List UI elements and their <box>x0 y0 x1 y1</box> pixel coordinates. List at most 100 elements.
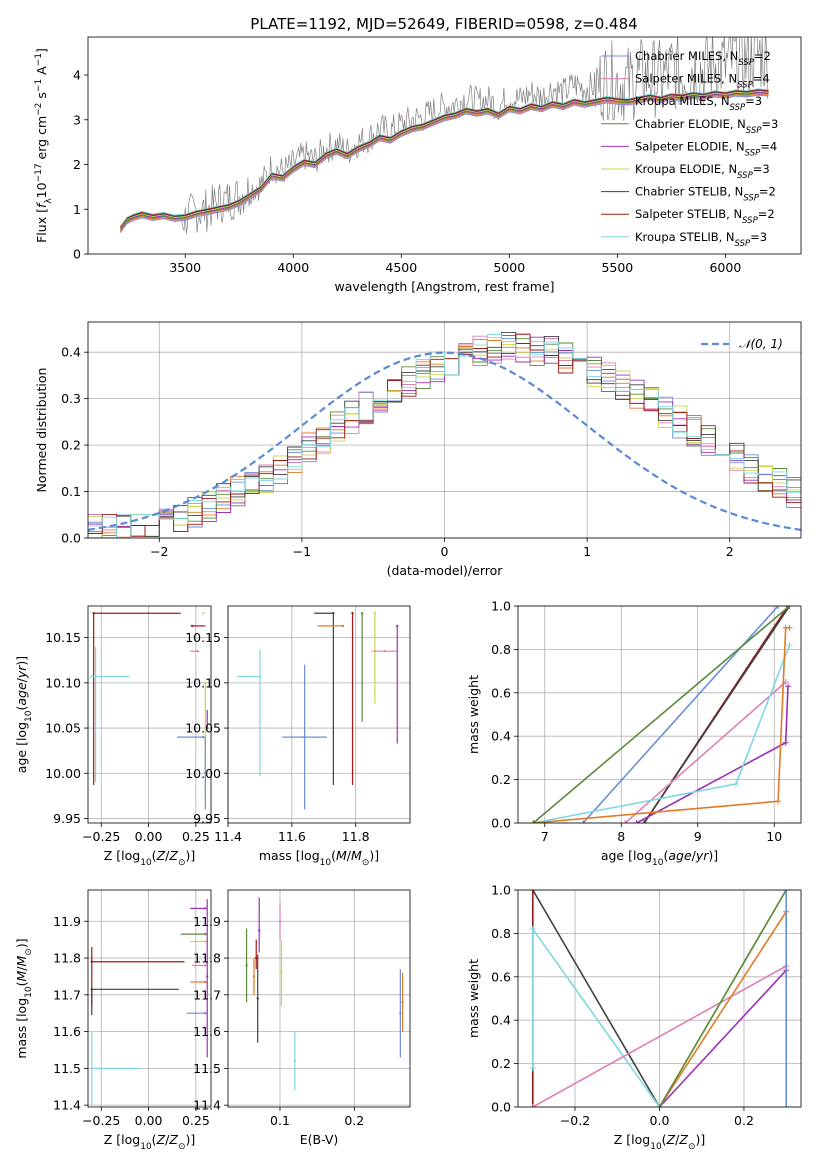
model-line-0 <box>120 94 769 233</box>
model-line-4 <box>120 91 769 230</box>
y-axis-label: mass [log10(M/M⊙)] <box>14 938 34 1058</box>
x-axis-label-part: ⊙ <box>362 858 370 868</box>
x-tick-label: 0.00 <box>135 829 163 844</box>
y-axis-label-part: Flux [ <box>34 208 49 243</box>
y-tick-label: 0.2 <box>491 772 511 787</box>
y-tick-label: 0.2 <box>491 1056 511 1071</box>
y-axis-label-part: erg cm <box>34 116 49 164</box>
x-axis-label-part: / <box>347 848 352 863</box>
weight-marker <box>786 642 793 649</box>
y-tick-label: 9.95 <box>193 811 221 826</box>
y-tick-label: 0.4 <box>491 729 511 744</box>
weight-marker <box>530 820 537 823</box>
weight-marker <box>775 798 782 805</box>
x-axis-label-part: Z [log <box>104 1132 140 1147</box>
legend-label-part: Salpeter ELODIE, N <box>635 139 745 153</box>
weight-line-5 <box>658 969 787 1107</box>
data-point <box>90 675 93 678</box>
y-tick-label: 10.10 <box>45 675 81 690</box>
x-axis-label-part: ⊙ <box>178 1142 186 1152</box>
y-tick-label: 4 <box>73 68 81 83</box>
data-point <box>204 932 207 936</box>
x-axis-label: Z [log10(Z/Z⊙)] <box>104 848 196 868</box>
legend-label-part: =2 <box>759 185 776 199</box>
data-point <box>94 726 97 730</box>
model-line-6 <box>120 89 769 229</box>
y-axis-label-part: 10 <box>34 182 49 198</box>
x-axis-label-part: age <box>668 848 692 863</box>
x-axis-label-part: age [log <box>601 848 652 863</box>
x-axis-label-part: Z [log <box>614 1132 650 1147</box>
data-point <box>245 964 248 967</box>
x-axis-label-part: M <box>351 848 362 863</box>
legend-label-part: =3 <box>745 94 762 108</box>
legend-label-part: Chabrier STELIB, N <box>635 185 743 199</box>
model-line-7 <box>120 89 769 228</box>
y-tick-label: 0 <box>73 247 81 262</box>
y-axis-label: Flux [fλ10−17 erg cm−2 s−1 A−1] <box>34 48 54 243</box>
data-point <box>373 612 377 615</box>
data-point <box>341 624 345 628</box>
x-tick-label: 5500 <box>601 260 633 275</box>
y-tick-label: 11.6 <box>53 1024 81 1039</box>
y-tick-label: 0.3 <box>61 391 81 406</box>
weight-marker <box>783 890 790 893</box>
x-tick-label: 0.00 <box>135 1113 163 1128</box>
x-axis-label: E(B-V) <box>300 1132 339 1147</box>
data-point <box>202 612 205 615</box>
legend-normal-label: 𝒩(0, 1) <box>739 337 783 351</box>
y-axis-label-part: 10 <box>24 986 34 998</box>
legend-label-7: Salpeter STELIB, NSSP=2 <box>635 207 775 226</box>
y-tick-label: 0.4 <box>491 1013 511 1028</box>
data-point <box>204 1012 207 1015</box>
x-axis-label-part: Z [log <box>104 848 140 863</box>
x-axis-label-part: Z <box>168 848 178 863</box>
data-point <box>90 988 93 991</box>
data-point <box>206 726 209 730</box>
plot-area-mass-weight-vs-age <box>530 606 793 823</box>
x-axis-label-part: 10 <box>652 858 664 868</box>
y-tick-label: 0.8 <box>491 642 511 657</box>
x-axis-label: mass [log10(M/M⊙)] <box>259 848 379 868</box>
x-axis-label-part: 10 <box>650 1142 662 1152</box>
legend-label-part: SSP <box>737 171 753 181</box>
x-axis-label-part: E(B-V) <box>300 1132 339 1147</box>
y-axis-label-part: A <box>34 66 49 79</box>
data-point <box>256 997 259 1000</box>
weight-line-8 <box>658 890 787 1107</box>
x-axis-label-part: Z <box>168 1132 178 1147</box>
weight-marker <box>775 606 782 609</box>
data-point <box>202 735 205 739</box>
x-tick-label: 11.6 <box>278 829 306 844</box>
panel-mass-vs-ebv: 0.1 0.2 11.4 11.5 11.6 11.7 11.8 11.9 E(B-V) <box>193 889 411 1147</box>
data-point <box>303 735 306 739</box>
x-tick-label: 0.0 <box>650 1113 670 1128</box>
y-axis-label-part: −17 <box>34 163 44 182</box>
x-axis-label-part: 10 <box>140 1142 152 1152</box>
x-axis-label-part: ( <box>663 848 668 863</box>
legend-label-part: SSP <box>735 239 751 249</box>
y-axis-label-part: mass weight <box>466 959 481 1038</box>
axes-frame <box>517 605 802 824</box>
y-axis-label: mass weight <box>466 675 481 754</box>
legend-label-0: Chabrier MILES, NSSP=2 <box>635 49 771 68</box>
y-axis-label-part: mass [log <box>14 998 29 1059</box>
legend-label-part: =4 <box>760 139 777 153</box>
y-tick-label: 11.8 <box>193 951 221 966</box>
data-point <box>196 650 199 653</box>
y-tick-label: 0.0 <box>491 816 511 831</box>
x-tick-label: 9 <box>694 829 702 844</box>
legend-label-8: Kroupa STELIB, NSSP=3 <box>635 230 767 249</box>
plot-area-mass-weight-vs-Z <box>529 890 790 1107</box>
x-axis-label-part: ( <box>152 1132 157 1147</box>
normal-curve <box>88 351 801 531</box>
data-point <box>401 1000 404 1004</box>
y-axis-label-part: −2 <box>34 103 44 116</box>
weight-marker <box>783 1104 790 1107</box>
histogram-8 <box>88 333 801 538</box>
legend-label-part: SSP <box>745 148 761 158</box>
y-tick-label: 11.8 <box>53 951 81 966</box>
y-tick-label: 9.95 <box>53 811 81 826</box>
